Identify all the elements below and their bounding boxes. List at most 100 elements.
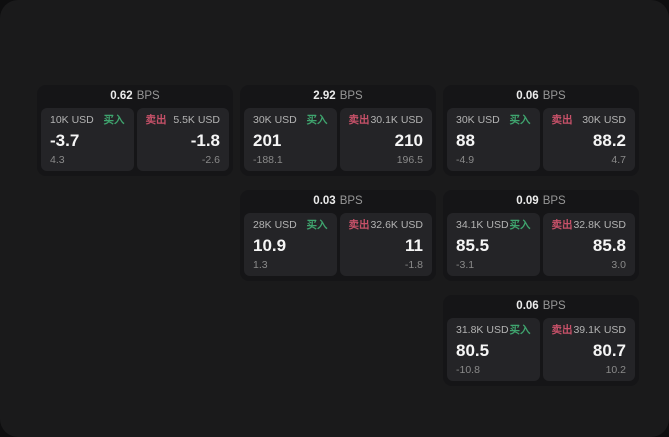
bps-unit-label: BPS xyxy=(542,194,566,207)
sell-price-value: 210 xyxy=(394,130,423,150)
sell-tile-top: 卖出 32.6K USD xyxy=(349,220,424,231)
bps-value: 0.09 xyxy=(516,194,539,207)
buy-tile[interactable]: 10K USD 买入 -3.7 4.3 xyxy=(41,108,134,171)
sell-delta-value: 4.7 xyxy=(611,153,626,166)
buy-tile[interactable]: 30K USD 买入 201 -188.1 xyxy=(244,108,337,171)
buy-tile-top: 10K USD 买入 xyxy=(50,115,125,126)
buy-price-value: 88 xyxy=(456,130,475,150)
card-header: 0.06 BPS xyxy=(443,295,639,318)
buy-side-label: 买入 xyxy=(306,114,328,126)
buy-price-value: 80.5 xyxy=(456,340,490,360)
buy-tile[interactable]: 30K USD 买入 88 -4.9 xyxy=(447,108,540,171)
card-body: 28K USD 买入 10.9 1.3 卖出 32.6K USD 11 -1.8 xyxy=(240,213,436,276)
sell-price-value: 85.8 xyxy=(592,235,626,255)
sell-side-label: 卖出 xyxy=(348,219,370,231)
buy-price-value: -3.7 xyxy=(50,130,80,150)
bps-value: 0.06 xyxy=(516,89,539,102)
buy-delta-value: -188.1 xyxy=(253,153,283,166)
buy-delta-value: -3.1 xyxy=(456,258,475,271)
buy-tile[interactable]: 28K USD 买入 10.9 1.3 xyxy=(244,213,337,276)
sell-delta-value: -1.8 xyxy=(404,258,423,271)
card-body: 30K USD 买入 201 -188.1 卖出 30.1K USD 210 1… xyxy=(240,108,436,171)
sell-tile-top: 卖出 30.1K USD xyxy=(349,115,424,126)
card-header: 0.09 BPS xyxy=(443,190,639,213)
bps-unit-label: BPS xyxy=(339,89,363,102)
buy-amount-label: 30K USD xyxy=(253,114,297,126)
buy-amount-label: 10K USD xyxy=(50,114,94,126)
buy-delta-value: 4.3 xyxy=(50,153,65,166)
buy-side-label: 买入 xyxy=(103,114,125,126)
quote-card: 0.03 BPS 28K USD 买入 10.9 1.3 卖出 32.6K US… xyxy=(240,190,436,281)
buy-tile-top: 30K USD 买入 xyxy=(253,115,328,126)
card-header: 0.03 BPS xyxy=(240,190,436,213)
sell-tile-top: 卖出 30K USD xyxy=(552,115,627,126)
buy-amount-label: 28K USD xyxy=(253,219,297,231)
sell-side-label: 卖出 xyxy=(551,219,573,231)
bps-unit-label: BPS xyxy=(339,194,363,207)
card-header: 2.92 BPS xyxy=(240,85,436,108)
sell-amount-label: 32.6K USD xyxy=(370,219,423,231)
card-body: 34.1K USD 买入 85.5 -3.1 卖出 32.8K USD 85.8… xyxy=(443,213,639,276)
sell-tile[interactable]: 卖出 39.1K USD 80.7 10.2 xyxy=(542,318,635,381)
buy-delta-value: 1.3 xyxy=(253,258,268,271)
sell-side-label: 卖出 xyxy=(551,114,573,126)
bps-value: 0.03 xyxy=(313,194,336,207)
buy-amount-label: 31.8K USD xyxy=(456,324,509,336)
sell-delta-value: 3.0 xyxy=(611,258,626,271)
buy-price-value: 201 xyxy=(253,130,282,150)
bps-unit-label: BPS xyxy=(542,299,566,312)
bps-unit-label: BPS xyxy=(136,89,160,102)
card-header: 0.62 BPS xyxy=(37,85,233,108)
quote-card: 0.06 BPS 31.8K USD 买入 80.5 -10.8 卖出 39.1… xyxy=(443,295,639,386)
card-header: 0.06 BPS xyxy=(443,85,639,108)
sell-delta-value: 196.5 xyxy=(396,153,423,166)
sell-delta-value: -2.6 xyxy=(201,153,220,166)
sell-tile-top: 卖出 5.5K USD xyxy=(146,115,221,126)
bps-value: 0.06 xyxy=(516,299,539,312)
sell-side-label: 卖出 xyxy=(145,114,167,126)
sell-side-label: 卖出 xyxy=(551,324,573,336)
buy-tile-top: 28K USD 买入 xyxy=(253,220,328,231)
sell-tile[interactable]: 卖出 30.1K USD 210 196.5 xyxy=(339,108,432,171)
buy-tile-top: 30K USD 买入 xyxy=(456,115,531,126)
card-body: 31.8K USD 买入 80.5 -10.8 卖出 39.1K USD 80.… xyxy=(443,318,639,381)
sell-amount-label: 30.1K USD xyxy=(370,114,423,126)
sell-amount-label: 5.5K USD xyxy=(173,114,220,126)
bps-unit-label: BPS xyxy=(542,89,566,102)
buy-tile-top: 34.1K USD 买入 xyxy=(456,220,531,231)
sell-tile[interactable]: 卖出 32.8K USD 85.8 3.0 xyxy=(542,213,635,276)
card-body: 30K USD 买入 88 -4.9 卖出 30K USD 88.2 4.7 xyxy=(443,108,639,171)
card-body: 10K USD 买入 -3.7 4.3 卖出 5.5K USD -1.8 -2.… xyxy=(37,108,233,171)
quote-card: 2.92 BPS 30K USD 买入 201 -188.1 卖出 30.1K … xyxy=(240,85,436,176)
buy-price-value: 85.5 xyxy=(456,235,490,255)
sell-amount-label: 30K USD xyxy=(582,114,626,126)
sell-tile[interactable]: 卖出 5.5K USD -1.8 -2.6 xyxy=(136,108,229,171)
buy-amount-label: 34.1K USD xyxy=(456,219,509,231)
buy-tile[interactable]: 31.8K USD 买入 80.5 -10.8 xyxy=(447,318,540,381)
sell-price-value: -1.8 xyxy=(190,130,220,150)
sell-tile[interactable]: 卖出 32.6K USD 11 -1.8 xyxy=(339,213,432,276)
quote-card: 0.06 BPS 30K USD 买入 88 -4.9 卖出 30K USD xyxy=(443,85,639,176)
sell-tile[interactable]: 卖出 30K USD 88.2 4.7 xyxy=(542,108,635,171)
sell-delta-value: 10.2 xyxy=(605,363,626,376)
sell-side-label: 卖出 xyxy=(348,114,370,126)
buy-tile[interactable]: 34.1K USD 买入 85.5 -3.1 xyxy=(447,213,540,276)
sell-tile-top: 卖出 32.8K USD xyxy=(552,220,627,231)
buy-side-label: 买入 xyxy=(509,219,531,231)
sell-price-value: 88.2 xyxy=(592,130,626,150)
bps-value: 0.62 xyxy=(110,89,133,102)
sell-amount-label: 39.1K USD xyxy=(573,324,626,336)
sell-price-value: 80.7 xyxy=(592,340,626,360)
buy-delta-value: -4.9 xyxy=(456,153,475,166)
sell-amount-label: 32.8K USD xyxy=(573,219,626,231)
buy-side-label: 买入 xyxy=(306,219,328,231)
buy-price-value: 10.9 xyxy=(253,235,287,255)
quote-card: 0.09 BPS 34.1K USD 买入 85.5 -3.1 卖出 32.8K… xyxy=(443,190,639,281)
bps-value: 2.92 xyxy=(313,89,336,102)
buy-side-label: 买入 xyxy=(509,114,531,126)
buy-tile-top: 31.8K USD 买入 xyxy=(456,325,531,336)
sell-price-value: 11 xyxy=(405,235,423,255)
buy-side-label: 买入 xyxy=(509,324,531,336)
quote-card: 0.62 BPS 10K USD 买入 -3.7 4.3 卖出 5.5K USD xyxy=(37,85,233,176)
